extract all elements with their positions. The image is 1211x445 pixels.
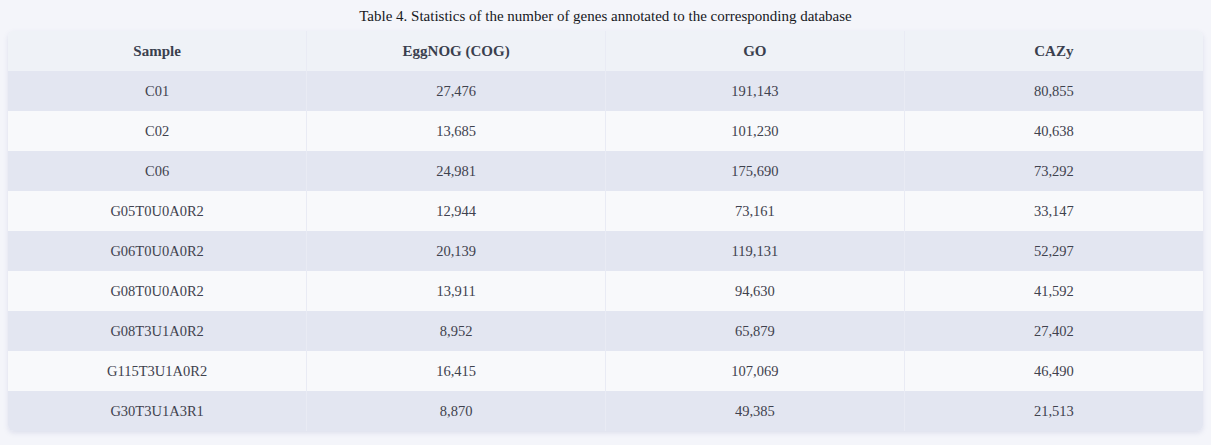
cell-sample: G115T3U1A0R2 [8,351,307,391]
cell-go: 73,161 [606,191,905,231]
cell-eggnog-cog: 8,870 [307,391,606,431]
table-row: C0624,981175,69073,292 [8,151,1203,191]
cell-eggnog-cog: 12,944 [307,191,606,231]
cell-go: 49,385 [606,391,905,431]
cell-sample: C06 [8,151,307,191]
cell-eggnog-cog: 24,981 [307,151,606,191]
cell-eggnog-cog: 16,415 [307,351,606,391]
cell-go: 175,690 [606,151,905,191]
cell-go: 101,230 [606,111,905,151]
table-row: G30T3U1A3R18,87049,38521,513 [8,391,1203,431]
cell-cazy: 21,513 [904,391,1203,431]
cell-sample: G30T3U1A3R1 [8,391,307,431]
cell-go: 65,879 [606,311,905,351]
cell-sample: G08T3U1A0R2 [8,311,307,351]
cell-cazy: 40,638 [904,111,1203,151]
cell-eggnog-cog: 13,911 [307,271,606,311]
cell-cazy: 52,297 [904,231,1203,271]
cell-cazy: 33,147 [904,191,1203,231]
cell-go: 191,143 [606,71,905,111]
cell-sample: C02 [8,111,307,151]
column-header-go: GO [606,31,905,71]
cell-sample: C01 [8,71,307,111]
cell-eggnog-cog: 27,476 [307,71,606,111]
table-body: C0127,476191,14380,855C0213,685101,23040… [8,71,1203,431]
cell-go: 119,131 [606,231,905,271]
cell-cazy: 73,292 [904,151,1203,191]
table-row: G08T0U0A0R213,91194,63041,592 [8,271,1203,311]
table-row: G05T0U0A0R212,94473,16133,147 [8,191,1203,231]
cell-eggnog-cog: 8,952 [307,311,606,351]
cell-cazy: 80,855 [904,71,1203,111]
gene-annotation-table: Sample EggNOG (COG) GO CAZy C0127,476191… [8,31,1203,431]
table-row: G08T3U1A0R28,95265,87927,402 [8,311,1203,351]
table-row: G115T3U1A0R216,415107,06946,490 [8,351,1203,391]
table-header: Sample EggNOG (COG) GO CAZy [8,31,1203,71]
table-header-row: Sample EggNOG (COG) GO CAZy [8,31,1203,71]
cell-cazy: 27,402 [904,311,1203,351]
gene-annotation-table-container: Sample EggNOG (COG) GO CAZy C0127,476191… [8,31,1203,431]
cell-eggnog-cog: 13,685 [307,111,606,151]
cell-sample: G08T0U0A0R2 [8,271,307,311]
cell-go: 94,630 [606,271,905,311]
cell-sample: G06T0U0A0R2 [8,231,307,271]
column-header-sample: Sample [8,31,307,71]
cell-cazy: 46,490 [904,351,1203,391]
report-page: Table 4. Statistics of the number of gen… [0,0,1211,445]
cell-go: 107,069 [606,351,905,391]
table-caption: Table 4. Statistics of the number of gen… [0,0,1211,31]
cell-eggnog-cog: 20,139 [307,231,606,271]
column-header-cazy: CAZy [904,31,1203,71]
table-row: G06T0U0A0R220,139119,13152,297 [8,231,1203,271]
column-header-eggnog-cog: EggNOG (COG) [307,31,606,71]
table-row: C0127,476191,14380,855 [8,71,1203,111]
table-row: C0213,685101,23040,638 [8,111,1203,151]
cell-cazy: 41,592 [904,271,1203,311]
cell-sample: G05T0U0A0R2 [8,191,307,231]
